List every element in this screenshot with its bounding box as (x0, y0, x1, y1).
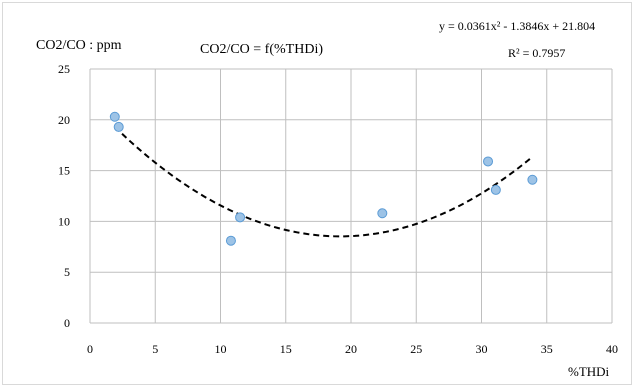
data-point (483, 156, 494, 167)
data-point (235, 212, 246, 223)
x-tick-label: 0 (87, 342, 93, 356)
data-point (527, 174, 538, 185)
grid-lines (89, 68, 613, 324)
data-point (377, 208, 388, 219)
data-point (490, 184, 501, 195)
y-tick-label: 15 (58, 164, 70, 178)
chart-title: CO2/CO = f(%THDi) (200, 42, 323, 57)
x-tick-label: 40 (606, 342, 618, 356)
trendline (114, 126, 534, 238)
y-tick-label: 0 (64, 316, 70, 330)
trendline-layer (114, 126, 534, 238)
data-point (225, 235, 236, 246)
x-tick-label: 15 (280, 342, 292, 356)
y-tick-label: 25 (58, 62, 70, 76)
tick-labels: 0 5 10 15 20 25 0 5 10 15 20 25 30 35 40 (58, 62, 618, 356)
x-tick-label: 20 (345, 342, 357, 356)
y-tick-label: 5 (64, 265, 70, 279)
x-axis-label: %THDi (568, 364, 610, 379)
x-tick-label: 35 (541, 342, 553, 356)
x-tick-label: 5 (152, 342, 158, 356)
trendline-r-squared: R² = 0.7957 (508, 46, 566, 60)
data-points (109, 111, 538, 246)
trendline-equation: y = 0.0361x² - 1.3846x + 21.804 (439, 19, 596, 33)
x-tick-label: 30 (476, 342, 488, 356)
x-tick-label: 10 (215, 342, 227, 356)
x-tick-label: 25 (410, 342, 422, 356)
y-tick-label: 20 (58, 113, 70, 127)
data-point (113, 121, 124, 132)
y-axis-label: CO2/CO : ppm (36, 38, 122, 53)
data-point (109, 111, 120, 122)
y-tick-label: 10 (58, 214, 70, 228)
chart-frame (2, 2, 632, 385)
